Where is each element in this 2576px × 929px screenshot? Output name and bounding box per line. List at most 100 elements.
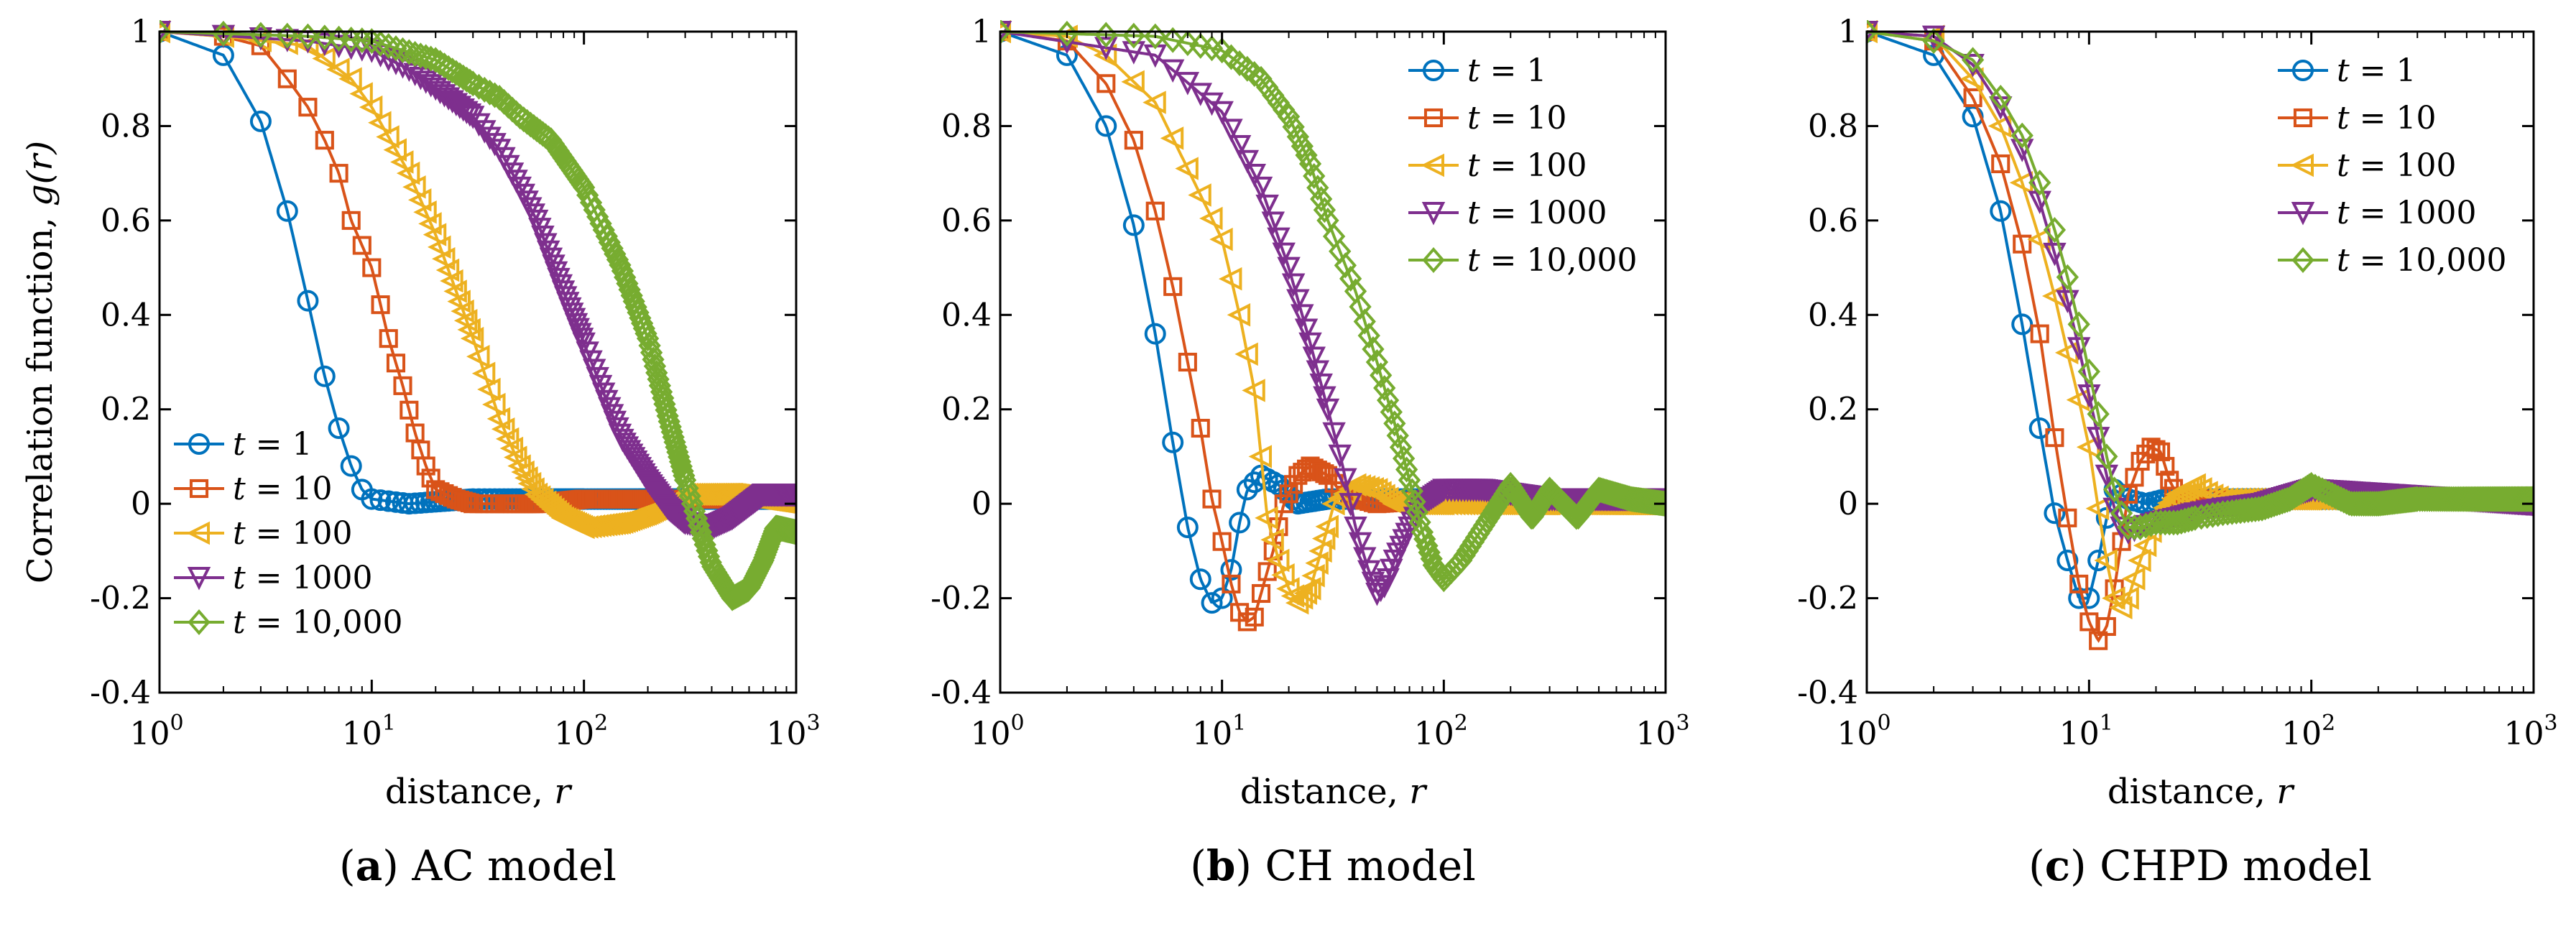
data-point — [390, 150, 414, 174]
axes-box — [1865, 30, 2535, 694]
data-point — [1309, 373, 1333, 397]
data-point — [418, 212, 442, 236]
data-point — [1291, 133, 1314, 160]
data-point — [473, 120, 497, 144]
data-point — [1395, 456, 1418, 483]
data-point — [1289, 586, 1314, 610]
legend-marker — [187, 567, 211, 591]
x-tick-label: 101 — [342, 711, 396, 752]
x-tick-label: 102 — [1414, 711, 1468, 752]
series-5 — [160, 20, 796, 611]
legend-entry-label: t = 1 — [233, 426, 313, 463]
data-point — [1392, 445, 1416, 472]
data-point — [1328, 444, 1352, 468]
legend-marker — [1422, 247, 1445, 273]
data-point — [1357, 323, 1380, 349]
data-point — [212, 20, 235, 47]
data-point — [341, 211, 361, 230]
data-point — [647, 366, 670, 392]
data-point — [595, 223, 618, 249]
data-point — [397, 39, 420, 65]
data-point — [1279, 484, 1298, 504]
data-point — [2013, 234, 2032, 254]
data-point — [486, 407, 511, 431]
panel-b: -0.4 -0.2 0 0.2 0.4 0.6 0.8 1 100 101 102 103 distan… — [931, 14, 1689, 890]
data-point — [609, 251, 632, 278]
data-point — [1242, 379, 1265, 402]
data-point — [1236, 479, 1258, 501]
legend-entry-label: t = 10 — [2337, 100, 2437, 137]
data-point — [1293, 581, 1318, 605]
data-point — [2056, 264, 2079, 290]
data-point — [1176, 517, 1199, 538]
data-point — [2109, 596, 2133, 619]
y-tick-label: 0 — [971, 486, 992, 522]
data-point — [369, 489, 392, 512]
legend-entry-label: t = 1000 — [1467, 195, 1607, 231]
panel-c: -0.4 -0.2 0 0.2 0.4 0.6 0.8 1 100 101 102 103 distan… — [1797, 14, 2557, 890]
data-point — [461, 106, 485, 129]
data-point — [2085, 496, 2110, 520]
data-point — [377, 33, 400, 60]
data-point — [455, 101, 479, 125]
data-point — [2128, 548, 2151, 573]
data-point — [1286, 124, 1310, 150]
legend-marker — [1421, 202, 1446, 226]
data-point — [1122, 214, 1145, 236]
data-point — [376, 125, 400, 149]
data-point — [1339, 493, 1362, 517]
data-point — [1160, 59, 1185, 83]
legend-marker — [1423, 60, 1444, 81]
data-point — [1286, 289, 1310, 313]
data-point — [1298, 151, 1322, 177]
data-point — [466, 344, 490, 369]
legend-marker — [2290, 153, 2314, 177]
data-point — [1277, 256, 1301, 281]
data-point — [598, 229, 621, 256]
data-point — [2079, 612, 2099, 632]
data-point — [1124, 131, 1143, 150]
data-point — [685, 505, 708, 532]
axes-box — [158, 30, 798, 694]
legend-entry-label: t = 10,000 — [2337, 242, 2507, 279]
data-point — [297, 290, 319, 312]
data-point — [1277, 103, 1301, 130]
data-point — [2069, 574, 2089, 593]
x-axis-label: distance, r — [385, 772, 573, 812]
x-tick-label: 100 — [1837, 711, 1891, 752]
legend-marker — [1421, 153, 1444, 177]
data-point — [1922, 28, 1945, 55]
data-point — [691, 525, 715, 552]
series-group — [160, 20, 796, 611]
data-point — [451, 98, 475, 122]
data-point — [1306, 175, 1329, 201]
data-point — [1989, 85, 2012, 111]
data-point — [1199, 206, 1223, 231]
legend-marker — [189, 479, 209, 499]
data-point — [1000, 20, 1012, 45]
data-point — [473, 76, 496, 103]
data-point — [1178, 352, 1197, 372]
data-point — [1229, 512, 1251, 534]
y-tick-label: 0 — [1838, 486, 1858, 522]
data-point — [604, 241, 627, 267]
data-point — [435, 258, 460, 282]
data-point — [2115, 586, 2139, 610]
data-point — [1298, 332, 1322, 356]
y-tick-label: -0.2 — [931, 581, 992, 617]
data-point — [362, 258, 382, 277]
legend-marker — [186, 521, 210, 545]
data-point — [329, 164, 348, 183]
data-point — [1251, 583, 1271, 604]
data-point — [1191, 418, 1210, 438]
data-point — [1285, 591, 1309, 615]
data-point — [467, 113, 491, 137]
legend-marker — [188, 609, 211, 635]
data-point — [1416, 532, 1439, 559]
data-point — [1348, 532, 1372, 556]
data-point — [636, 325, 660, 352]
data-point — [1202, 489, 1222, 509]
data-point — [2141, 438, 2161, 457]
data-point — [499, 436, 524, 461]
data-point — [1163, 277, 1183, 296]
